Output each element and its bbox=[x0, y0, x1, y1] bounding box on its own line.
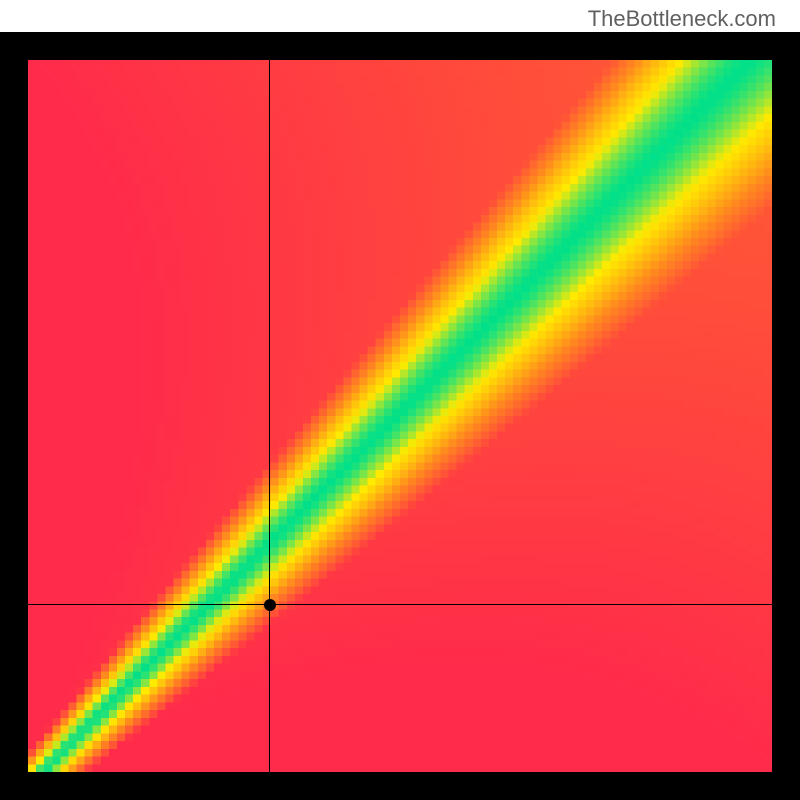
crosshair-horizontal bbox=[28, 604, 772, 605]
watermark-text: TheBottleneck.com bbox=[588, 6, 776, 32]
selected-point-marker bbox=[264, 599, 276, 611]
bottleneck-heatmap bbox=[28, 60, 772, 772]
crosshair-vertical bbox=[269, 60, 270, 772]
chart-container: TheBottleneck.com bbox=[0, 0, 800, 800]
